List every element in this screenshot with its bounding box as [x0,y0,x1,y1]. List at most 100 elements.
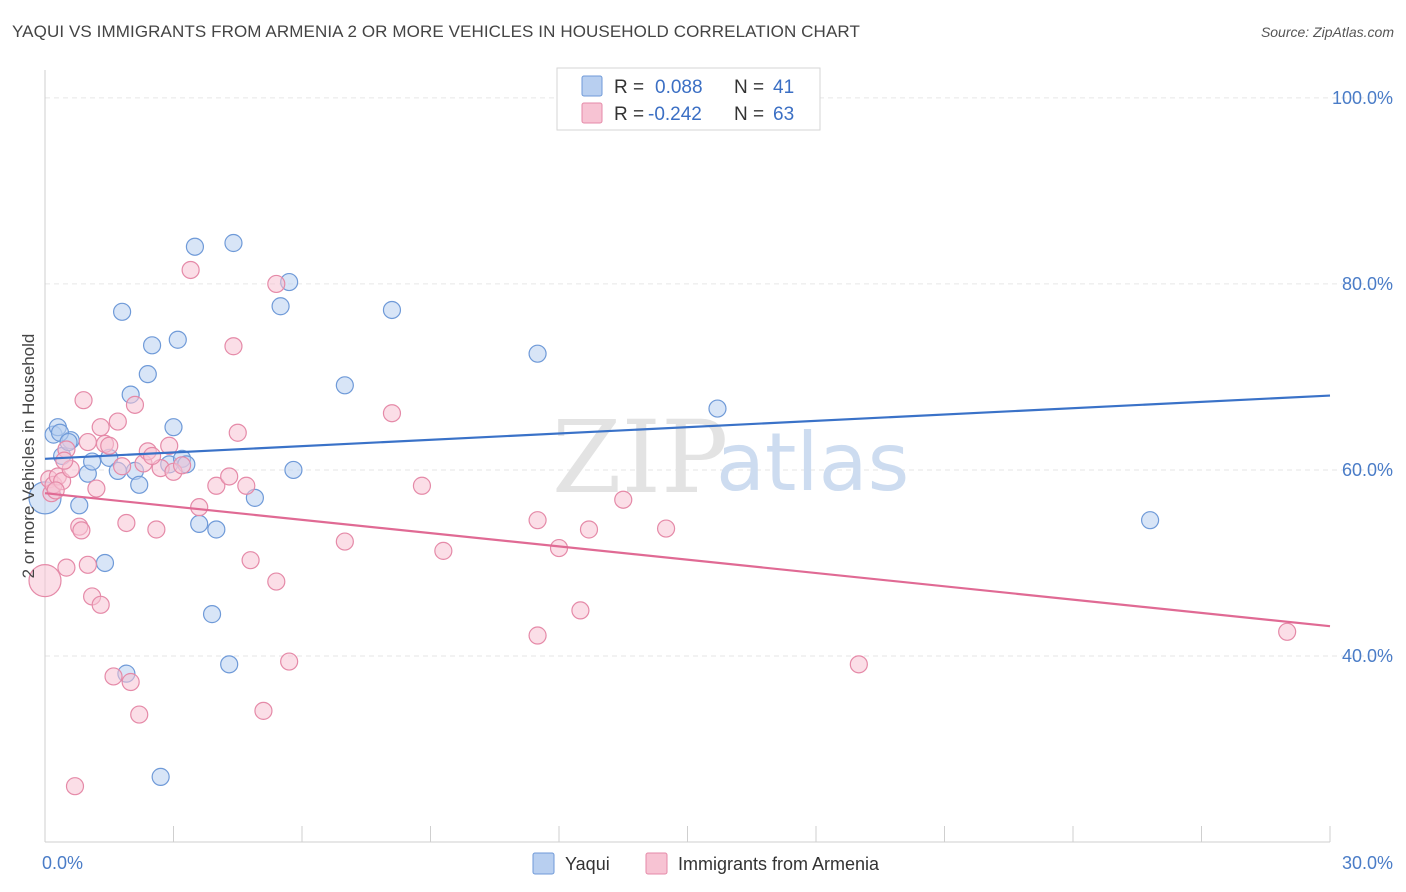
bottom-legend: Yaqui Immigrants from Armenia [532,852,880,875]
yaqui-point-20 [164,418,183,437]
chart-title: YAQUI VS IMMIGRANTS FROM ARMENIA 2 OR MO… [12,22,860,41]
armenia-trend-line [44,492,1331,628]
armenia-point-56 [849,655,868,674]
yaqui-point-18 [151,767,170,786]
armenia-point-17 [91,418,110,437]
y-axis-label: 2 or more Vehicles in Household [19,334,38,579]
armenia-point-38 [228,423,247,442]
armenia-point-52 [571,601,590,620]
armenia-point-34 [190,498,209,517]
armenia-point-47 [412,476,432,495]
armenia-point-16 [91,595,110,614]
armenia-point-55 [656,519,676,538]
armenia-point-41 [254,701,273,720]
yaqui-point-28 [220,655,239,674]
yaqui-point-33 [284,460,303,480]
yaqui-point-38 [1140,511,1160,530]
armenia-point-53 [579,520,599,539]
yaqui-point-35 [382,300,402,320]
armenia-point-57 [1278,622,1297,641]
armenia-point-54 [614,490,633,509]
bottom-legend-swatch-yaqui [532,852,555,875]
y-tick-label-3: 100.0% [1332,88,1393,108]
yaqui-point-8 [95,553,115,573]
bottom-legend-label-yaqui: Yaqui [565,854,610,874]
armenia-point-59 [55,451,74,470]
yaqui-point-36 [528,344,547,363]
armenia-point-0 [28,564,62,598]
armenia-point-50 [528,626,547,645]
y-tick-label-0: 40.0% [1342,646,1393,666]
armenia-point-21 [108,412,127,431]
legend-n-label-yaqui: N = [734,77,764,98]
trend-lines [44,394,1331,628]
yaqui-point-26 [202,605,222,624]
armenia-point-39 [237,476,256,495]
legend-r-value-yaqui: 0.088 [655,77,703,98]
armenia-point-20 [104,667,123,686]
yaqui-point-31 [271,297,290,316]
watermark: ZIP atlas [552,399,909,516]
armenia-point-49 [528,511,547,530]
legend-swatch-armenia [581,102,603,124]
yaqui-point-16 [138,365,157,384]
y-tick-label-1: 60.0% [1342,460,1393,480]
armenia-point-44 [280,652,299,671]
yaqui-point-37 [708,399,727,418]
yaqui-point-25 [190,514,209,533]
legend-r-label-armenia: R = [614,104,644,125]
armenia-point-14 [78,432,97,452]
yaqui-point-27 [207,520,226,539]
armenia-point-26 [130,705,149,724]
yaqui-point-24 [185,237,205,256]
armenia-point-62 [172,456,192,475]
armenia-point-43 [267,274,286,294]
armenia-point-33 [181,260,200,280]
watermark-zip: ZIP [552,399,728,516]
armenia-point-58 [46,481,65,500]
yaqui-point-29 [224,233,243,253]
y-tick-labels: 40.0% 60.0% 80.0% 100.0% [1332,88,1393,666]
bottom-legend-swatch-armenia [645,852,668,875]
armenia-point-22 [112,457,132,476]
grid-lines [45,97,1392,657]
watermark-atlas: atlas [716,416,909,509]
armenia-point-48 [434,541,453,560]
x-tick-label-0: 0.0% [42,853,83,873]
armenia-point-60 [87,479,106,498]
legend-n-value-armenia: 63 [773,104,794,125]
y-tick-label-2: 80.0% [1342,274,1393,294]
data-points [28,233,1297,796]
yaqui-point-34 [335,376,354,395]
armenia-point-29 [147,520,166,539]
armenia-point-24 [121,672,140,692]
armenia-point-31 [160,436,179,455]
armenia-point-23 [117,513,136,533]
armenia-point-11 [72,521,91,540]
armenia-point-40 [241,551,260,570]
armenia-point-19 [100,436,119,455]
legend-n-value-yaqui: 41 [773,77,794,98]
armenia-point-46 [382,404,402,423]
armenia-point-35 [207,476,226,495]
bottom-legend-label-armenia: Immigrants from Armenia [678,854,880,874]
armenia-point-37 [224,337,243,356]
legend-r-label-yaqui: R = [614,77,644,98]
yaqui-point-17 [142,336,162,355]
yaqui-point-5 [70,496,89,515]
yaqui-point-15 [130,475,149,494]
armenia-point-45 [335,532,354,551]
armenia-point-61 [142,446,162,466]
axes [44,70,1331,843]
yaqui-trend-line [44,394,1331,460]
armenia-point-7 [57,558,76,577]
armenia-point-13 [78,555,97,574]
source-credit: Source: ZipAtlas.com [1260,24,1394,40]
x-tick-labels: 0.0% 30.0% [42,853,1393,873]
legend-box: R = 0.088 N = 41 R = -0.242 N = 63 [556,67,821,131]
armenia-point-9 [65,777,85,796]
armenia-point-42 [267,572,286,591]
armenia-point-12 [74,391,93,410]
legend-swatch-yaqui [581,75,603,97]
